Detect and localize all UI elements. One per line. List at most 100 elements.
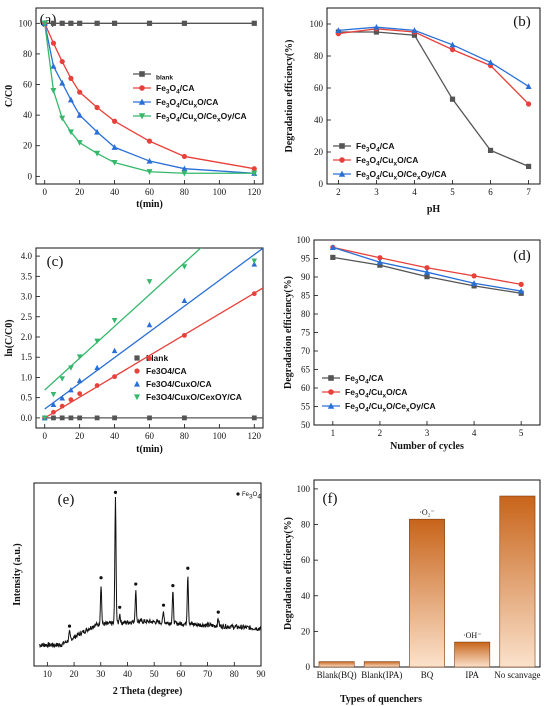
legend-marker (339, 157, 345, 163)
y-tick-label: 40 (314, 115, 324, 125)
y-tick-label: 65 (301, 365, 311, 375)
panel-a-point (251, 166, 257, 172)
panel-e-peak-marker (216, 610, 220, 614)
panel-c-point (68, 386, 74, 393)
y-tick-label: 60 (314, 83, 324, 93)
y-tick-label: 80 (314, 51, 324, 61)
panel-c-point (181, 264, 188, 270)
panel-a-point (59, 20, 65, 26)
panel-c-point (59, 395, 65, 401)
panel-c-point (59, 376, 65, 382)
panel-a-point (146, 20, 153, 26)
legend-marker (139, 71, 145, 77)
panel-c-point (111, 318, 118, 324)
y-tick-label: 90 (301, 272, 311, 282)
legend-marker (134, 380, 140, 387)
panel-f-category-label: Blank(BQ) (317, 670, 357, 680)
panel-c-label: (c) (47, 254, 64, 270)
panel-b-point (373, 24, 380, 30)
y-tick-label: 0 (306, 662, 311, 672)
panel-a-point (146, 157, 153, 164)
panel-c-point (50, 392, 57, 398)
panel-b-label: (b) (513, 14, 531, 30)
panel-a-point (146, 138, 153, 144)
y-tick-label: 85 (301, 291, 311, 301)
panel-e-legend-marker (236, 492, 240, 496)
y-tick-label: 60 (301, 383, 311, 393)
legend-marker (139, 85, 145, 91)
y-tick-label: 60 (301, 555, 311, 565)
y-tick-label: 1.5 (21, 352, 33, 362)
panel-c-point (182, 415, 187, 421)
panel-a-point (181, 170, 188, 177)
x-tick-label: 30 (96, 669, 106, 679)
panel-c-point (76, 354, 83, 360)
x-tick-label: 80 (180, 187, 190, 197)
panel-f-xlabel: Types of quenchers (340, 694, 422, 705)
legend-marker (338, 170, 346, 177)
x-tick-label: 2 (336, 187, 341, 197)
panel-b-ylabel: Degradation efficiency(%) (284, 39, 295, 152)
x-tick-label: 6 (488, 187, 493, 197)
panel-f-ylabel: Degradation efficiency(%) (283, 517, 294, 630)
panel-a-point (111, 144, 118, 150)
panel-c-point (59, 403, 65, 409)
panel-e-ylabel: Intensity (a.u.) (12, 543, 23, 606)
panel-c-point (147, 356, 152, 361)
legend-marker (328, 389, 334, 395)
panel-b-point (411, 32, 418, 38)
panel-c-point (251, 258, 258, 264)
y-tick-label: 55 (301, 402, 311, 412)
panel-a-point (111, 20, 118, 26)
x-tick-label: 2 (378, 428, 383, 438)
x-tick-label: 80 (180, 431, 190, 441)
panel-c-point (94, 364, 100, 371)
panel-c-legend-label: blank (146, 353, 168, 363)
panel-c-ylabel: ln(C/C0) (4, 319, 15, 356)
panel-c-point (147, 415, 152, 421)
panel-d-point (330, 254, 336, 260)
panel-c-point (68, 397, 74, 403)
legend-marker (339, 143, 345, 149)
panel-d-xlabel: Number of cycles (390, 441, 464, 452)
panel-b-legend-label: Fe3O4/CA (356, 141, 394, 154)
panel-a-point (68, 20, 74, 26)
panel-e-peak-marker (161, 603, 166, 607)
panel-c-point (94, 383, 100, 388)
panel-c-point (112, 374, 117, 380)
y-tick-label: 0.0 (21, 413, 33, 423)
panel-a-point (50, 88, 57, 94)
panel-b-point (487, 59, 494, 65)
legend-marker (328, 375, 334, 381)
y-tick-label: 100 (297, 235, 311, 245)
x-tick-label: 100 (213, 187, 227, 197)
x-tick-label: 60 (145, 431, 155, 441)
y-tick-label: 70 (301, 346, 311, 356)
x-tick-label: 5 (450, 187, 455, 197)
panel-c-point (50, 401, 57, 407)
panel-c-xlabel: t(min) (136, 444, 163, 455)
panel-e-peak-marker (67, 624, 72, 628)
x-tick-label: 20 (70, 669, 80, 679)
panel-e-peak-marker (99, 576, 103, 580)
legend-marker (134, 394, 140, 401)
panel-a-point (76, 111, 83, 118)
panel-e-peak-marker (113, 490, 118, 494)
panel-c-point (77, 415, 83, 421)
y-tick-label: 20 (301, 626, 311, 636)
panel-e-peak-marker (134, 582, 138, 586)
panel-c-point (111, 347, 118, 354)
panel-a-frame (35, 7, 264, 185)
panel-b-series-line (338, 31, 529, 167)
panel-f-category-label: Blank(IPA) (361, 670, 402, 680)
panel-b-point (411, 27, 418, 33)
y-tick-label: 3.0 (21, 292, 33, 302)
x-tick-label: 3 (425, 428, 430, 438)
y-tick-label: 20 (314, 147, 324, 157)
panel-c-point (51, 415, 56, 421)
x-tick-label: 60 (176, 669, 186, 679)
panel-f-category-label: No scanvage (494, 670, 540, 680)
panel-b-point (449, 96, 456, 102)
panel-e-peak-marker (118, 605, 122, 609)
legend-marker (327, 402, 335, 409)
